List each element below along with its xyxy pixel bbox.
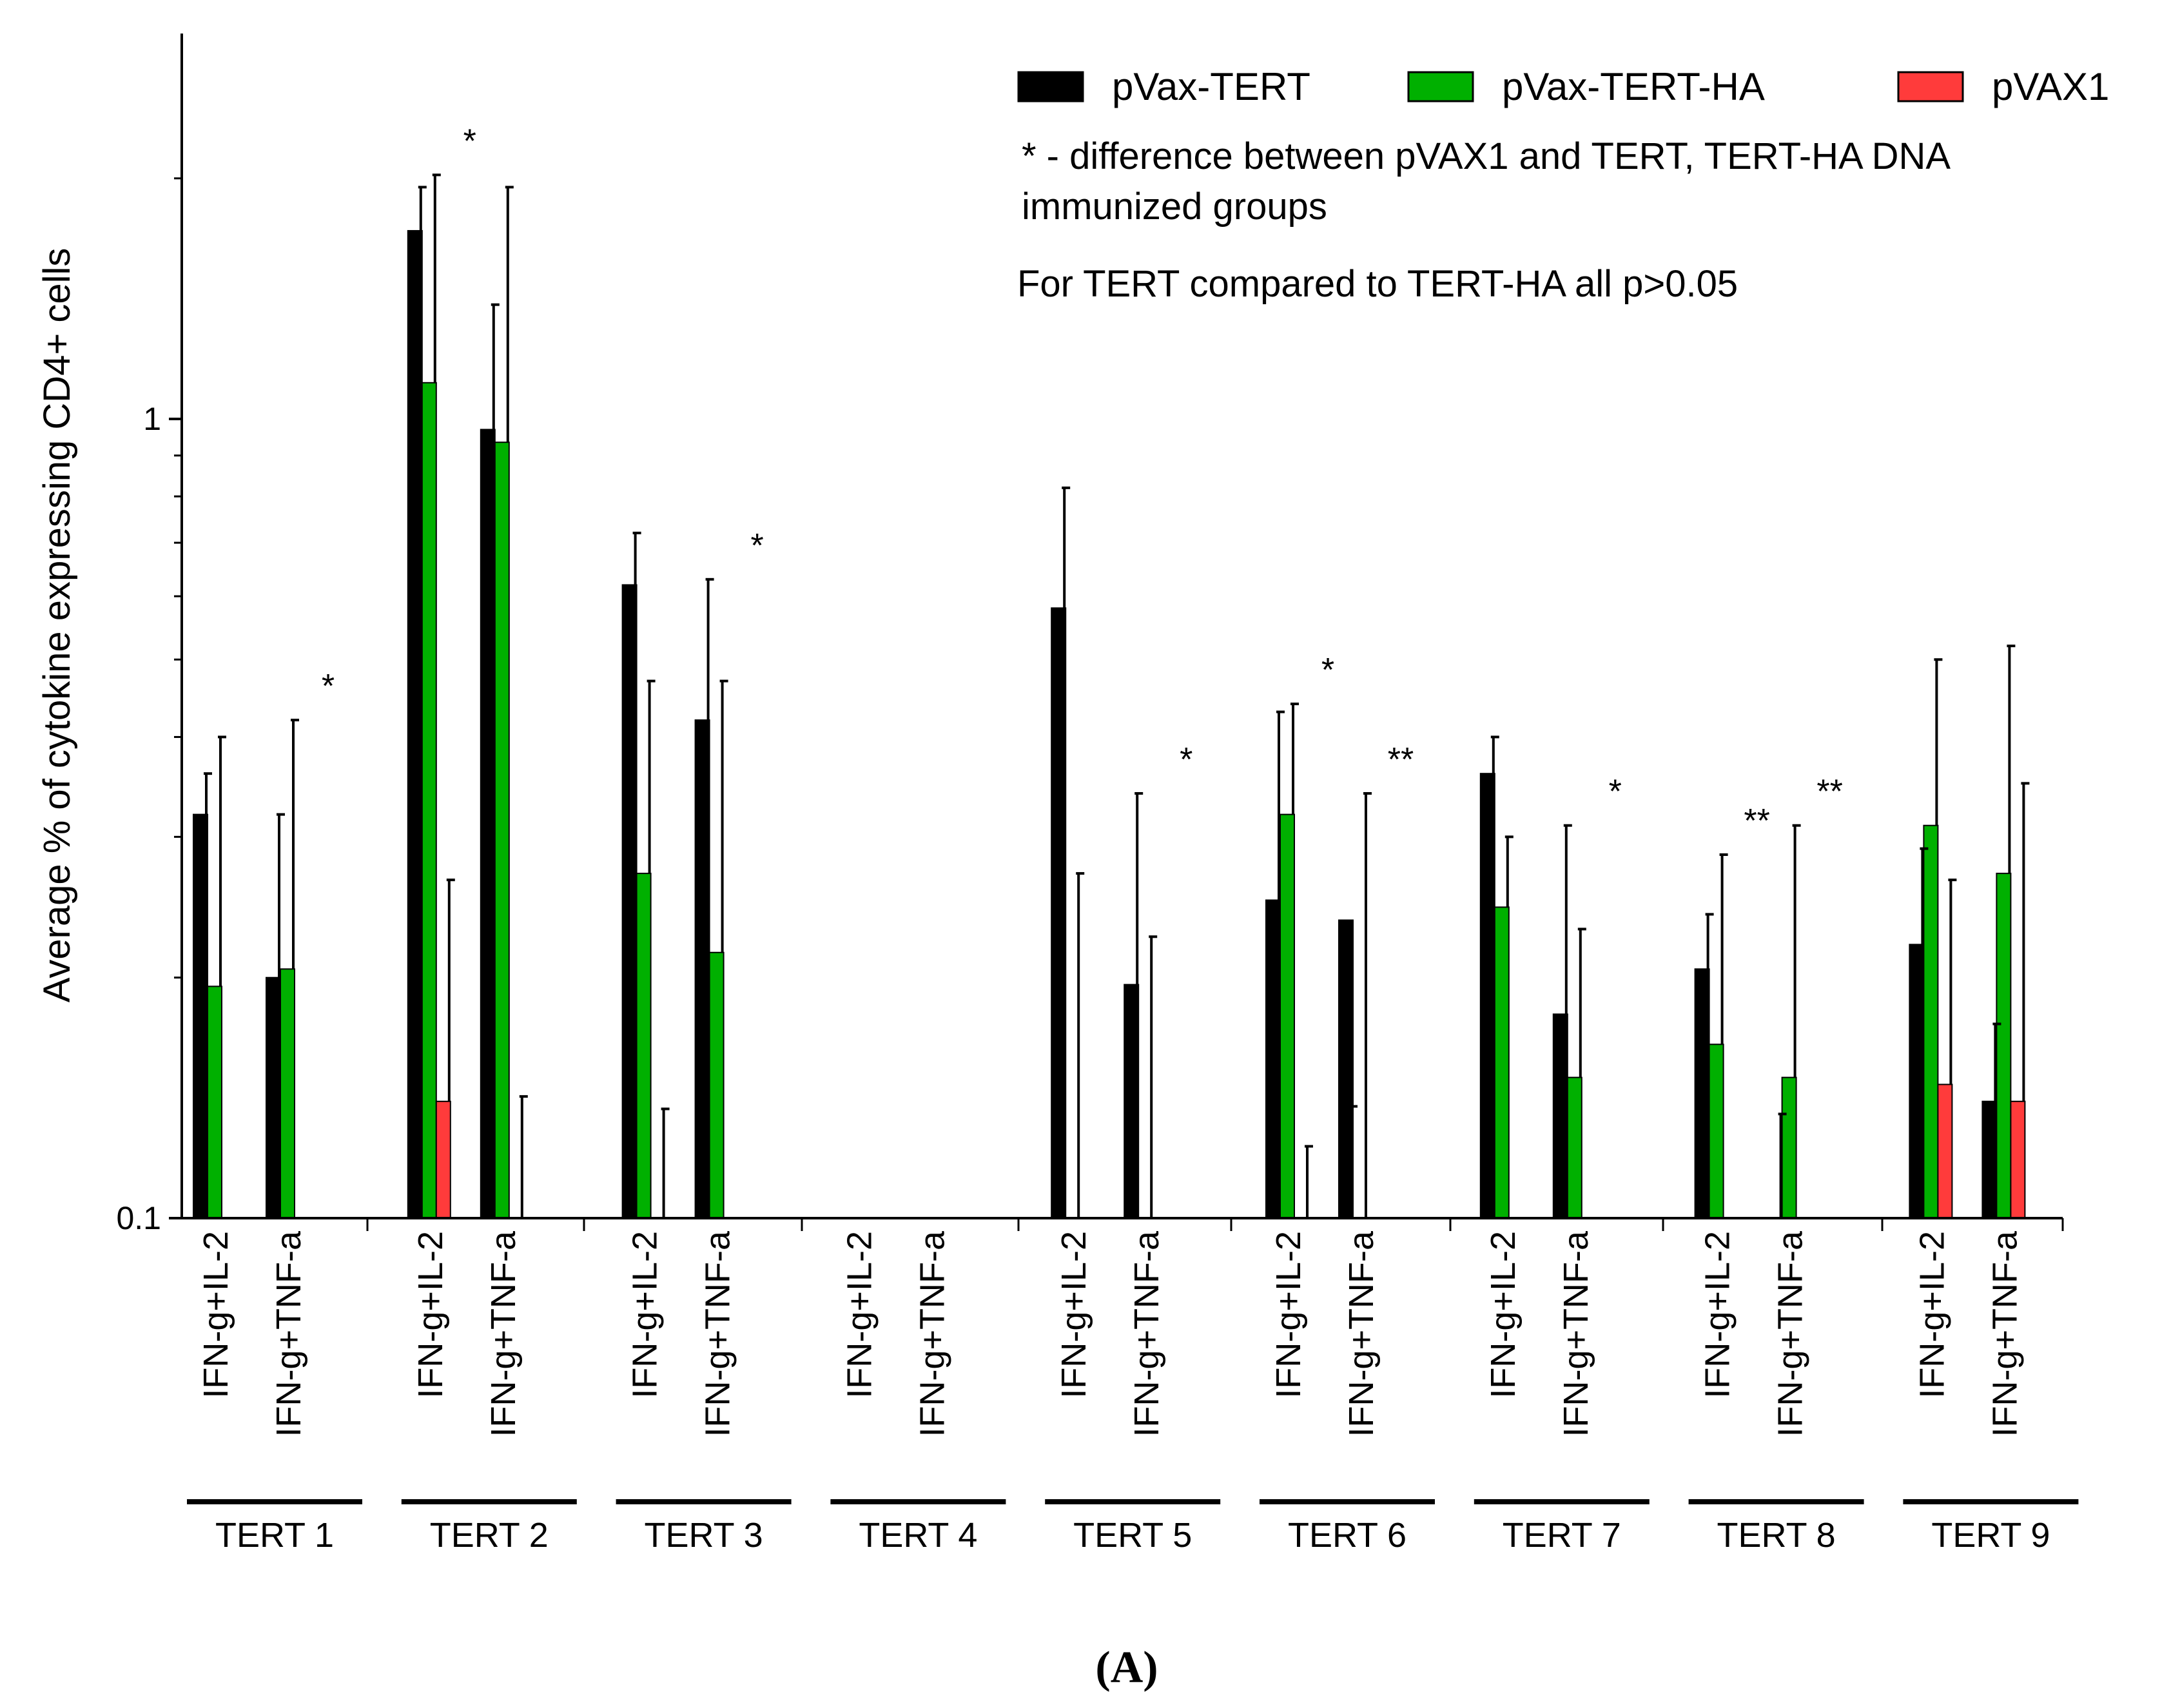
category-label: IFN-g+IL-2 (1913, 1231, 1951, 1399)
legend-label-pvax1: pVAX1 (1992, 65, 2109, 108)
bar-tert7-il2-tert (1479, 773, 1495, 1219)
category-label: IFN-g+IL-2 (411, 1231, 450, 1399)
category-label: IFN-g+IL-2 (1055, 1231, 1093, 1399)
bar-tert5-tnfa-tert (1124, 984, 1140, 1219)
category-label: IFN-g+TNF-a (1557, 1230, 1595, 1437)
bar-tert9-tnfa-tert (1981, 1100, 1998, 1219)
bar-tert2-tnfa-tert (480, 429, 496, 1219)
bar-tert3-il2-tert-ha (636, 873, 652, 1219)
category-label: IFN-g+IL-2 (840, 1231, 879, 1399)
significance-star: ** (1388, 741, 1414, 779)
category-label: IFN-g+TNF-a (484, 1230, 523, 1437)
category-label: IFN-g+TNF-a (1985, 1230, 2024, 1437)
group-label: TERT 4 (859, 1516, 977, 1555)
note-comparison: For TERT compared to TERT-HA all p>0.05 (1017, 263, 1738, 305)
bar-tert7-tnfa-tert-ha (1566, 1076, 1582, 1219)
category-label: IFN-g+TNF-a (913, 1230, 951, 1437)
bar-tert2-il2-pvax1 (435, 1100, 451, 1219)
note-star-definition-cont: immunized groups (1022, 186, 1327, 228)
legend-label-pvax-tert-ha: pVax-TERT-HA (1502, 65, 1765, 108)
bar-tert7-il2-tert-ha (1494, 906, 1510, 1219)
bar-tert8-tnfa-tert-ha (1781, 1076, 1797, 1219)
significance-star: * (463, 122, 476, 160)
bar-tert9-tnfa-tert-ha (1996, 873, 2012, 1219)
significance-stars-layer: ************ (322, 122, 1843, 840)
axes-layer (180, 34, 2063, 1219)
category-label: IFN-g+IL-2 (1699, 1231, 1737, 1399)
category-labels-layer: IFN-g+IL-2 IFN-g+TNF-a IFN-g+IL-2 IFN-g+TNF… (197, 1230, 2024, 1437)
bar-tert9-il2-pvax1 (1937, 1083, 1953, 1219)
panel-label: (A) (1095, 1643, 1158, 1693)
category-label: IFN-g+TNF-a (1342, 1230, 1381, 1437)
y-ticks-layer: 0.11 (116, 177, 2064, 1236)
bar-tert9-tnfa-pvax1 (2010, 1100, 2026, 1219)
category-label: IFN-g+TNF-a (1771, 1230, 1810, 1437)
category-label: IFN-g+TNF-a (699, 1230, 737, 1437)
category-label: IFN-g+IL-2 (1484, 1231, 1523, 1399)
error-bars-layer (204, 173, 2030, 1218)
bar-tert1-tnfa-tert (266, 976, 281, 1219)
significance-star: ** (1744, 802, 1769, 840)
significance-star: * (322, 668, 335, 705)
category-label: IFN-g+TNF-a (269, 1230, 308, 1437)
legend-label-pvax-tert: pVax-TERT (1112, 65, 1310, 108)
group-label: TERT 2 (430, 1516, 549, 1555)
bar-tert2-il2-tert (407, 229, 423, 1219)
group-labels-layer: TERT 1 TERT 2 TERT 3 TERT 4 TERT 5 TERT 6 TERT… (187, 1499, 2079, 1555)
bar-tert8-il2-tert-ha (1708, 1043, 1724, 1219)
bar-tert1-il2-tert-ha (207, 985, 222, 1219)
bar-tert6-il2-tert (1265, 899, 1281, 1219)
legend-swatch-pvax-tert (1017, 71, 1084, 102)
bar-tert3-tnfa-tert-ha (708, 951, 725, 1219)
note-star-definition: * - difference between pVAX1 and TERT, T… (1022, 135, 1951, 177)
significance-star: ** (1816, 773, 1842, 811)
group-label: TERT 7 (1503, 1516, 1621, 1555)
bar-tert3-tnfa-tert (694, 719, 710, 1219)
legend: pVax-TERT pVax-TERT-HA pVAX1 (1017, 65, 2109, 108)
group-label: TERT 1 (215, 1516, 334, 1555)
category-label: IFN-g+IL-2 (626, 1231, 665, 1399)
bar-tert5-il2-tert (1051, 607, 1067, 1219)
significance-star: * (1321, 652, 1334, 689)
y-axis-label: Average % of cytokine expressing CD4+ ce… (36, 248, 78, 1003)
bar-tert1-tnfa-tert-ha (280, 968, 295, 1219)
bar-tert2-il2-tert-ha (421, 382, 437, 1219)
group-label: TERT 5 (1073, 1516, 1192, 1555)
bar-tert6-il2-tert-ha (1280, 813, 1295, 1219)
bar-tert7-tnfa-tert (1552, 1013, 1568, 1219)
category-label: IFN-g+IL-2 (197, 1231, 235, 1399)
y-tick-label: 1 (143, 401, 161, 437)
category-label: IFN-g+IL-2 (1269, 1231, 1308, 1399)
bar-tert2-tnfa-tert-ha (494, 442, 510, 1219)
category-label: IFN-g+TNF-a (1127, 1230, 1166, 1437)
significance-star: * (1609, 773, 1622, 811)
legend-swatch-pvax1 (1897, 71, 1964, 102)
bar-tert9-il2-tert (1909, 944, 1925, 1219)
significance-star: * (1180, 741, 1193, 779)
bar-tert3-il2-tert (621, 584, 638, 1219)
y-tick-label: 0.1 (116, 1200, 161, 1236)
bar-tert8-il2-tert (1694, 968, 1710, 1219)
group-label: TERT 3 (645, 1516, 763, 1555)
group-label: TERT 8 (1717, 1516, 1836, 1555)
bars-layer (193, 229, 2026, 1219)
significance-star: * (750, 527, 763, 565)
group-label: TERT 9 (1931, 1516, 2050, 1555)
legend-swatch-pvax-tert-ha (1407, 71, 1474, 102)
bar-tert1-il2-tert (193, 813, 208, 1219)
group-label: TERT 6 (1288, 1516, 1407, 1555)
bar-tert9-il2-tert-ha (1923, 824, 1939, 1219)
